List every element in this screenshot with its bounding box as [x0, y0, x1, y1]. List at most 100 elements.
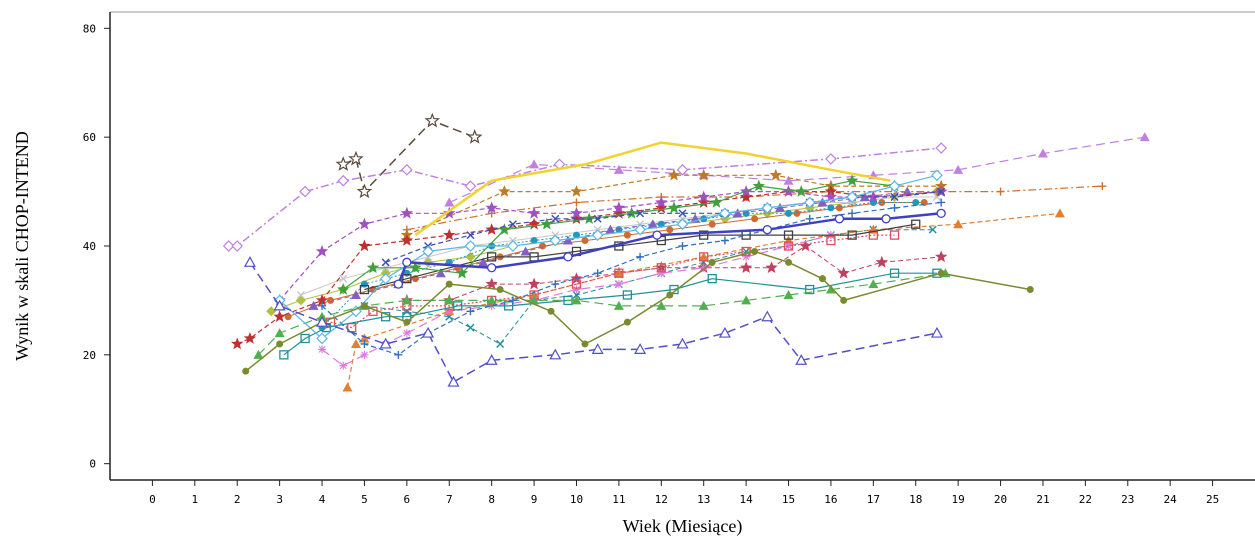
data-point [868, 279, 879, 289]
data-point [775, 202, 786, 212]
data-point [612, 201, 626, 214]
data-point [657, 220, 665, 228]
data-point [485, 201, 498, 214]
data-point [274, 328, 285, 338]
data-point [698, 300, 709, 310]
series-line [406, 174, 942, 236]
data-point [316, 332, 328, 345]
data-point [498, 223, 511, 235]
data-point [889, 268, 900, 278]
data-point [928, 225, 937, 234]
series-line [364, 223, 916, 291]
x-tick-label: 6 [404, 493, 411, 506]
data-point [358, 217, 371, 230]
data-point [846, 191, 858, 203]
data-point [327, 296, 335, 304]
data-point [937, 269, 945, 277]
data-point [581, 340, 589, 348]
data-point [752, 179, 765, 192]
data-point [350, 289, 361, 299]
data-point [466, 323, 475, 332]
data-point [401, 163, 413, 176]
data-point [795, 185, 808, 197]
data-point [335, 156, 351, 171]
data-point [751, 215, 759, 223]
data-point [402, 274, 412, 284]
data-point [625, 206, 638, 219]
data-point [835, 204, 843, 212]
data-point [318, 301, 327, 310]
x-tick-label: 22 [1079, 493, 1092, 506]
data-point [485, 223, 498, 235]
data-point [678, 242, 687, 250]
data-point [422, 245, 434, 258]
data-point [443, 228, 456, 241]
data-point [613, 164, 624, 174]
series-19 [337, 174, 901, 295]
data-point [707, 274, 717, 284]
data-point [818, 275, 826, 283]
data-point [380, 312, 391, 322]
data-point [570, 206, 583, 219]
data-point [708, 258, 716, 266]
data-point [394, 350, 403, 359]
x-tick-label: 18 [909, 493, 922, 506]
x-tick-label: 13 [697, 493, 710, 506]
series-22 [273, 169, 943, 345]
series-18 [253, 268, 951, 359]
data-point [795, 354, 808, 365]
data-point [403, 318, 411, 326]
data-point [785, 209, 793, 217]
data-point [666, 291, 674, 299]
data-point [647, 219, 658, 229]
data-point [243, 256, 256, 267]
data-point [527, 217, 541, 230]
data-point [527, 277, 541, 290]
x-tick-label: 25 [1206, 493, 1219, 506]
series-line [321, 202, 916, 328]
data-point [400, 206, 413, 219]
data-point [527, 206, 541, 219]
data-point [605, 224, 616, 234]
data-point [496, 339, 505, 348]
data-point [824, 190, 838, 203]
x-tick-label: 14 [739, 493, 753, 506]
data-point [318, 345, 327, 354]
data-point [784, 242, 793, 250]
data-point [591, 343, 604, 354]
data-point [1139, 132, 1150, 142]
data-point [508, 220, 517, 229]
data-point [464, 240, 477, 252]
data-point [400, 234, 413, 246]
data-point [837, 266, 850, 279]
x-tick-label: 20 [994, 493, 1007, 506]
data-point [1054, 208, 1065, 218]
y-tick-label: 40 [83, 240, 96, 253]
data-point [572, 285, 581, 294]
data-point [485, 354, 498, 365]
series-line [236, 191, 942, 345]
data-point [697, 190, 710, 203]
data-point [848, 209, 857, 218]
data-point [867, 190, 880, 203]
data-point [296, 290, 305, 299]
data-point [496, 286, 504, 294]
data-point [551, 214, 560, 223]
data-point [769, 168, 782, 181]
data-point [817, 197, 828, 207]
data-point [1026, 286, 1034, 294]
data-point [762, 225, 772, 235]
data-point [931, 169, 943, 182]
data-point [825, 153, 837, 165]
data-point [581, 237, 589, 245]
data-point [793, 209, 801, 217]
data-point [953, 164, 964, 174]
data-point [805, 214, 814, 223]
data-point [465, 251, 476, 262]
data-point [379, 337, 392, 349]
series-line [414, 141, 891, 237]
data-point [593, 214, 602, 223]
data-point [540, 217, 553, 230]
data-point [739, 261, 753, 273]
data-point [741, 295, 752, 305]
